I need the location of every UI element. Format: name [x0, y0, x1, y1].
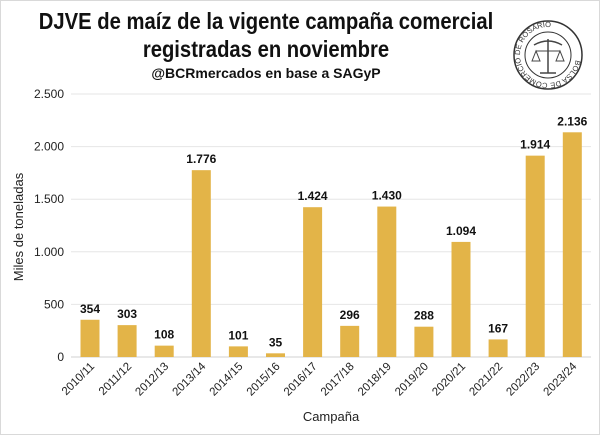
data-label: 1.424: [298, 189, 328, 203]
data-label: 296: [340, 308, 360, 322]
data-label: 354: [80, 302, 100, 316]
x-tick-label: 2023/24: [542, 360, 580, 398]
x-tick-label: 2018/19: [356, 361, 394, 399]
x-tick-label: 2020/21: [430, 361, 468, 399]
bar-2022/23: [525, 155, 545, 357]
x-tick-label: 2021/22: [467, 361, 505, 399]
data-label: 2.136: [557, 114, 587, 128]
y-axis-label: Miles de toneladas: [11, 172, 26, 281]
bar-2019/20: [414, 326, 434, 357]
bar-2010/11: [80, 319, 100, 357]
bar-2021/22: [488, 339, 508, 357]
x-tick-label: 2014/15: [208, 361, 246, 399]
x-tick-label: 2010/11: [60, 361, 97, 398]
title-line-2: registradas en noviembre: [142, 36, 390, 62]
y-tick-label: 0: [57, 350, 64, 364]
x-tick-label: 2011/12: [97, 361, 134, 398]
bar-2018/19: [377, 206, 397, 357]
title-line-1: DJVE de maíz de la vigente campaña comer…: [38, 8, 494, 34]
x-tick-label: 2016/17: [282, 361, 320, 399]
x-tick-label: 2022/23: [504, 361, 542, 399]
data-label: 35: [269, 335, 283, 349]
x-axis-label: Campaña: [303, 409, 360, 424]
bar-2011/12: [117, 325, 137, 357]
data-label: 101: [228, 328, 248, 342]
bar-2013/14: [191, 170, 211, 357]
y-tick-label: 1.000: [34, 245, 64, 259]
x-tick-label: 2019/20: [393, 361, 431, 399]
data-label: 1.914: [520, 138, 550, 152]
bar-2017/18: [340, 325, 360, 357]
bcr-logo: BOLSA DE COMERCIO DE ROSARIO: [512, 19, 584, 91]
y-tick-label: 2.000: [34, 140, 64, 154]
x-tick-label: 2015/16: [245, 361, 283, 399]
bar-2012/13: [154, 345, 174, 357]
bar-2016/17: [303, 207, 323, 357]
chart-subtitle: @BCRmercados en base a SAGyP: [151, 65, 381, 81]
data-label: 303: [117, 307, 137, 321]
data-label: 1.776: [186, 152, 216, 166]
x-tick-label: 2013/14: [171, 360, 209, 398]
bar-2023/24: [562, 132, 582, 357]
data-label: 108: [154, 328, 174, 342]
bar-2020/21: [451, 241, 471, 357]
data-label: 167: [488, 321, 508, 335]
y-tick-label: 500: [44, 297, 64, 311]
x-tick-label: 2017/18: [319, 361, 357, 399]
data-label: 1.430: [372, 189, 402, 203]
chart-title: DJVE de maíz de la vigente campaña comer…: [33, 7, 499, 63]
bar-2014/15: [228, 346, 248, 357]
data-label: 1.094: [446, 224, 476, 238]
y-tick-label: 1.500: [34, 192, 64, 206]
y-tick-label: 2.500: [34, 87, 64, 101]
bar-2015/16: [266, 353, 285, 357]
x-tick-label: 2012/13: [133, 361, 171, 399]
data-label: 288: [414, 309, 434, 323]
